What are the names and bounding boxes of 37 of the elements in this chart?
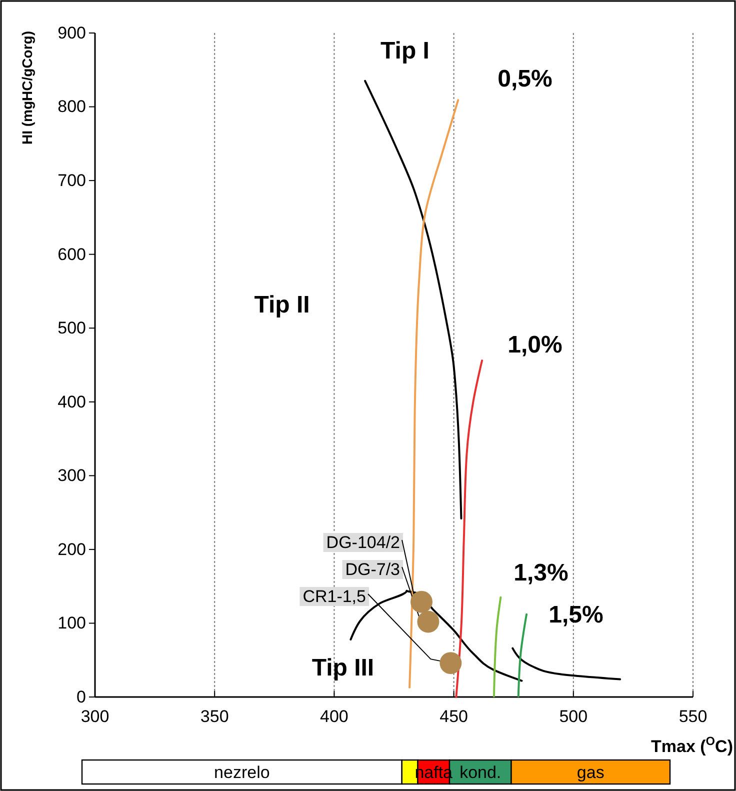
- series-label: Tip III: [312, 654, 374, 682]
- series-label: kond.: [460, 762, 502, 782]
- line-series: [408, 99, 460, 688]
- y-axis-title: HI (mgHC/gCorg): [19, 31, 35, 145]
- series-label: 1,3%: [514, 559, 568, 586]
- annotation: Tip II: [254, 291, 310, 318]
- line-series: [364, 80, 462, 520]
- y-tick-label: 700: [58, 170, 86, 190]
- series-label: 1,0%: [508, 331, 562, 358]
- x-tick-label: 400: [320, 707, 348, 726]
- line-series: [455, 360, 484, 698]
- x-tick-label: 500: [559, 707, 588, 726]
- y-tick-label: 400: [58, 392, 86, 412]
- y-tick-label: 300: [58, 466, 86, 486]
- series-label: Tip I: [380, 37, 430, 64]
- data-label: CR1-1,5: [302, 587, 366, 606]
- y-tick-label: 0: [76, 687, 86, 706]
- series-label: 1,5%: [548, 601, 604, 628]
- data-label: DG-7/3: [345, 560, 400, 579]
- y-tick-label: 600: [58, 244, 86, 264]
- series-label: nezrelo: [214, 762, 270, 782]
- point: [440, 652, 462, 674]
- data-label: DG-104/2: [326, 533, 400, 552]
- y-tick-label: 100: [58, 614, 86, 633]
- x-tick-label: 350: [200, 707, 229, 726]
- point: [417, 610, 440, 633]
- y-tick-label: 500: [58, 318, 86, 338]
- series-label: gas: [576, 762, 604, 782]
- x-tick-label: 550: [678, 707, 708, 726]
- y-tick-label: 800: [58, 97, 86, 116]
- y-tick-label: 200: [58, 540, 86, 559]
- x-tick-label: 300: [80, 707, 110, 726]
- y-tick-label: 900: [58, 23, 86, 42]
- series-label: 0,5%: [498, 65, 552, 92]
- point: [410, 590, 433, 613]
- x-axis-title: Tmax ($^{O}$C): [651, 734, 733, 756]
- x-tick-label: 450: [440, 707, 468, 726]
